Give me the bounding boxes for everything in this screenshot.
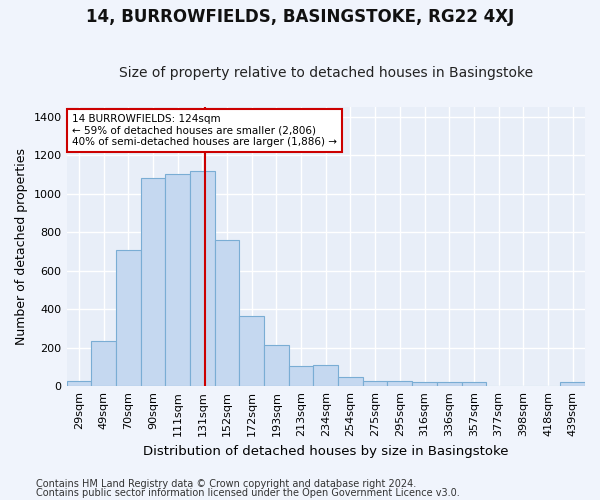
Bar: [67, 382, 91, 386]
Bar: [338, 376, 363, 386]
Bar: [91, 341, 116, 386]
Bar: [461, 382, 486, 386]
Bar: [215, 240, 239, 386]
Bar: [264, 345, 289, 387]
Y-axis label: Number of detached properties: Number of detached properties: [15, 148, 28, 345]
Text: 14, BURROWFIELDS, BASINGSTOKE, RG22 4XJ: 14, BURROWFIELDS, BASINGSTOKE, RG22 4XJ: [86, 8, 514, 26]
Bar: [313, 365, 338, 386]
Bar: [412, 382, 437, 386]
Bar: [239, 316, 264, 386]
Bar: [289, 366, 313, 386]
Bar: [116, 250, 140, 386]
Bar: [388, 380, 412, 386]
Bar: [190, 170, 215, 386]
Text: 14 BURROWFIELDS: 124sqm
← 59% of detached houses are smaller (2,806)
40% of semi: 14 BURROWFIELDS: 124sqm ← 59% of detache…: [72, 114, 337, 147]
X-axis label: Distribution of detached houses by size in Basingstoke: Distribution of detached houses by size …: [143, 444, 509, 458]
Text: Contains HM Land Registry data © Crown copyright and database right 2024.: Contains HM Land Registry data © Crown c…: [36, 479, 416, 489]
Text: Contains public sector information licensed under the Open Government Licence v3: Contains public sector information licen…: [36, 488, 460, 498]
Bar: [437, 382, 461, 386]
Bar: [165, 174, 190, 386]
Bar: [560, 382, 585, 386]
Title: Size of property relative to detached houses in Basingstoke: Size of property relative to detached ho…: [119, 66, 533, 80]
Bar: [363, 380, 388, 386]
Bar: [140, 178, 165, 386]
